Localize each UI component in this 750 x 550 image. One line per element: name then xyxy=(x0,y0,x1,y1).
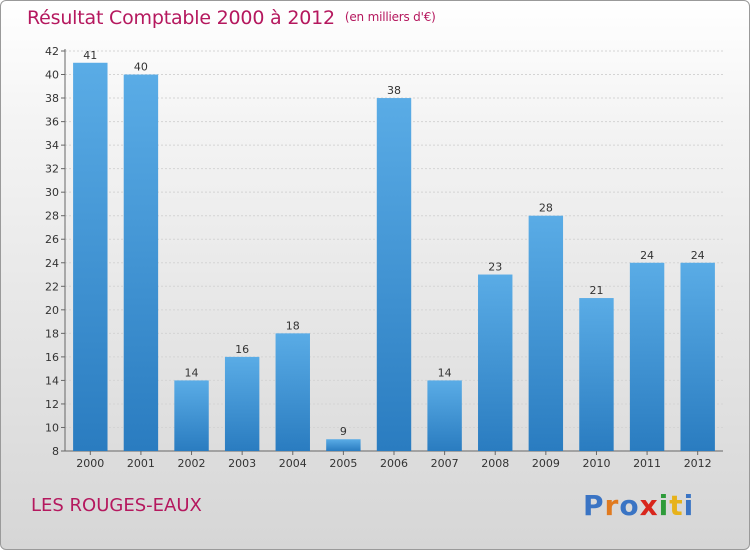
value-label-2011: 24 xyxy=(640,249,654,262)
x-tick-label-2005: 2005 xyxy=(329,457,357,470)
y-tick-label: 16 xyxy=(45,351,59,364)
bar-2007 xyxy=(427,380,462,451)
bar-2002 xyxy=(174,380,209,451)
logo-letter: x xyxy=(639,489,659,522)
y-tick-label: 28 xyxy=(45,210,59,223)
value-label-2006: 38 xyxy=(387,84,401,97)
y-tick-label: 14 xyxy=(45,374,59,387)
value-label-2007: 14 xyxy=(438,366,452,379)
bar-2011 xyxy=(629,262,665,451)
bars xyxy=(73,62,715,451)
value-label-2003: 16 xyxy=(235,343,249,356)
bar-2010 xyxy=(579,298,614,451)
y-tick-label: 30 xyxy=(45,186,59,199)
x-tick-label-2001: 2001 xyxy=(127,457,155,470)
x-tick-label-2012: 2012 xyxy=(684,457,712,470)
value-label-2000: 41 xyxy=(83,49,97,62)
x-tick-label-2007: 2007 xyxy=(431,457,459,470)
value-label-2005: 9 xyxy=(340,425,347,438)
x-tick-label-2003: 2003 xyxy=(228,457,256,470)
commune-name: LES ROUGES-EAUX xyxy=(31,495,202,516)
logo-letter: i xyxy=(683,489,695,522)
bar-2005 xyxy=(326,439,361,451)
bar-2012 xyxy=(680,262,715,451)
y-tick-label: 36 xyxy=(45,116,59,129)
logo-letter: r xyxy=(604,489,620,522)
logo-letter: o xyxy=(619,489,640,522)
bar-2003 xyxy=(224,356,260,451)
bar-2008 xyxy=(478,274,513,451)
bar-2009 xyxy=(528,215,564,451)
logo-letter: t xyxy=(669,489,684,522)
x-tick-label-2009: 2009 xyxy=(532,457,560,470)
y-tick-label: 20 xyxy=(45,304,59,317)
value-label-2004: 18 xyxy=(286,319,300,332)
y-tick-label: 32 xyxy=(45,163,59,176)
bar-2001 xyxy=(123,74,159,451)
y-tick-label: 24 xyxy=(45,257,59,270)
value-label-2012: 24 xyxy=(691,249,705,262)
chart-subtitle: (en milliers d'€) xyxy=(344,10,436,24)
bar-2000 xyxy=(73,62,108,451)
bar-2004 xyxy=(275,333,310,451)
logo-letter: P xyxy=(583,489,605,522)
x-tick-label-2010: 2010 xyxy=(582,457,610,470)
x-tick-label-2008: 2008 xyxy=(481,457,509,470)
chart-title: Résultat Comptable 2000 à 2012 (en millie… xyxy=(27,7,436,29)
proxiti-logo: Proxiti xyxy=(583,489,694,522)
logo-letter: i xyxy=(658,489,670,522)
x-tick-label-2004: 2004 xyxy=(279,457,307,470)
x-tick-label-2011: 2011 xyxy=(633,457,661,470)
y-tick-label: 12 xyxy=(45,398,59,411)
bar-2006 xyxy=(376,98,412,451)
y-tick-label: 18 xyxy=(45,327,59,340)
y-tick-label: 38 xyxy=(45,92,59,105)
value-label-2009: 28 xyxy=(539,202,553,215)
x-tick-label-2006: 2006 xyxy=(380,457,408,470)
value-label-2008: 23 xyxy=(488,261,502,274)
y-tick-label: 10 xyxy=(45,421,59,434)
value-label-2002: 14 xyxy=(185,366,199,379)
y-tick-label: 40 xyxy=(45,69,59,82)
value-label-2001: 40 xyxy=(134,61,148,74)
y-tick-label: 22 xyxy=(45,280,59,293)
y-tick-label: 34 xyxy=(45,139,59,152)
labels: 8 10 12 14 16 18 20 22 24 26 28 30 32 34 36 38 40 42 41 200… xyxy=(45,45,712,470)
y-tick-label: 26 xyxy=(45,233,59,246)
x-tick-label-2002: 2002 xyxy=(178,457,206,470)
value-label-2010: 21 xyxy=(589,284,603,297)
chart-title-text: Résultat Comptable 2000 à 2012 xyxy=(27,7,335,29)
x-tick-label-2000: 2000 xyxy=(76,457,104,470)
y-tick-label: 42 xyxy=(45,45,59,58)
y-tick-label: 8 xyxy=(52,445,59,458)
